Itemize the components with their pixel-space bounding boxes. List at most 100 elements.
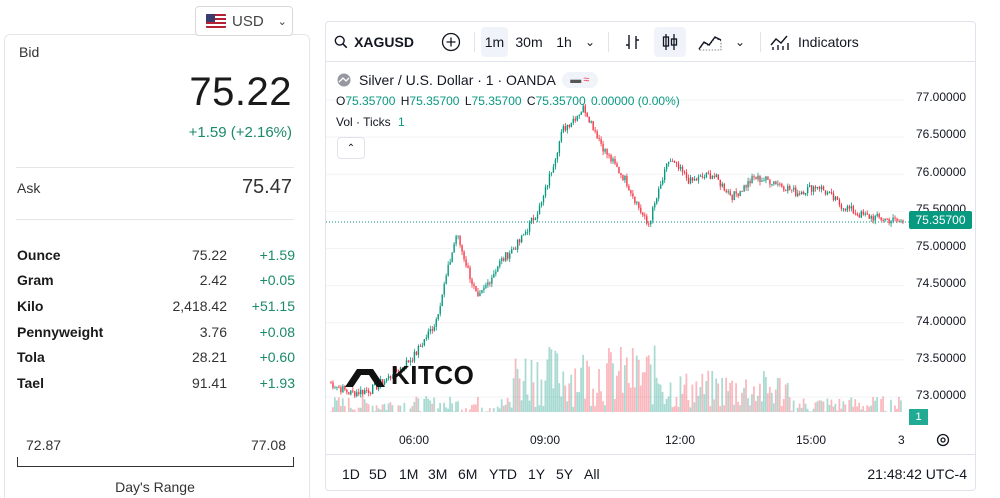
volume-bar xyxy=(377,408,380,412)
range-all[interactable]: All xyxy=(584,466,600,482)
candle-body xyxy=(403,367,406,369)
candle-body xyxy=(375,383,378,390)
candle-body xyxy=(489,282,491,284)
candle-body xyxy=(604,149,606,152)
volume-bar xyxy=(840,408,843,412)
candle-body xyxy=(348,392,350,395)
candle-body xyxy=(562,126,565,132)
candle-body xyxy=(435,319,437,327)
candle-body xyxy=(505,252,507,261)
volume-bar xyxy=(759,383,761,412)
candle-body xyxy=(401,367,404,369)
range-1d[interactable]: 1D xyxy=(342,466,360,482)
candles-chart-type-button[interactable] xyxy=(654,27,686,57)
market-status-pill[interactable]: ▬ ≈ xyxy=(561,72,598,88)
volume-bar xyxy=(735,383,737,412)
volume-bar xyxy=(522,380,525,412)
compare-symbol-button[interactable] xyxy=(436,27,466,57)
candle-body xyxy=(580,112,582,115)
volume-bar xyxy=(713,399,716,412)
indicators-button[interactable]: Indicators xyxy=(770,27,870,57)
volume-bar xyxy=(657,383,660,412)
candle-body xyxy=(336,386,338,388)
candle-body xyxy=(652,207,654,221)
candle-body xyxy=(644,215,646,217)
volume-bar xyxy=(576,392,579,412)
candle-body xyxy=(791,189,793,191)
candle-body xyxy=(405,360,408,368)
currency-select[interactable]: USD ⌄ xyxy=(195,6,293,36)
y-tick-label: 74.00000 xyxy=(916,314,967,328)
bid-change: +1.59 (+2.16%) xyxy=(188,124,292,141)
volume-bar xyxy=(681,393,684,412)
volume-bar xyxy=(484,411,487,412)
candle-body xyxy=(638,202,640,208)
candle-body xyxy=(358,392,360,395)
candle-body xyxy=(731,195,733,201)
collapse-legend-button[interactable]: ⌃ xyxy=(337,137,365,159)
interval-1h[interactable]: 1h xyxy=(556,34,572,50)
symbol-search[interactable]: XAGUSD xyxy=(334,27,414,57)
range-ytd[interactable]: YTD xyxy=(489,466,517,482)
bar-chart-type-button[interactable] xyxy=(618,27,648,57)
candle-body xyxy=(459,235,461,246)
candle-body xyxy=(818,186,821,190)
volume-bar xyxy=(558,383,561,412)
volume-bar xyxy=(351,409,354,412)
unit-change: +0.60 xyxy=(259,349,295,366)
candle-body xyxy=(737,193,739,197)
candle-body xyxy=(338,386,340,388)
toolbar-divider xyxy=(608,32,609,52)
price-chart[interactable] xyxy=(326,22,976,412)
unit-row-tael: Tael 91.41 +1.93 xyxy=(17,370,295,396)
candle-body xyxy=(393,368,396,378)
candle-body xyxy=(749,181,751,184)
candle-body xyxy=(687,178,690,184)
volume-bar xyxy=(864,410,867,412)
candle-body xyxy=(596,131,598,139)
candle-body xyxy=(761,180,763,182)
candle-body xyxy=(630,190,632,194)
range-3m[interactable]: 3M xyxy=(428,466,448,482)
ask-value: 75.47 xyxy=(241,176,292,198)
volume-bar xyxy=(812,408,815,412)
candle-body xyxy=(509,253,511,259)
interval-30m[interactable]: 30m xyxy=(515,34,543,50)
volume-label: Vol · Ticks xyxy=(336,115,391,129)
y-tick-label: 76.00000 xyxy=(916,165,967,179)
chart-clock[interactable]: 21:48:42 UTC-4 xyxy=(867,466,967,482)
candle-body xyxy=(574,118,576,121)
volume-bar xyxy=(532,382,535,412)
candle-body xyxy=(475,286,477,292)
range-5d[interactable]: 5D xyxy=(369,466,387,482)
range-1y[interactable]: 1Y xyxy=(528,466,546,482)
candlestick-icon xyxy=(662,34,678,50)
volume-bar xyxy=(755,400,757,412)
volume-bar xyxy=(766,393,769,412)
candle-body xyxy=(572,118,574,123)
volume-bar xyxy=(880,399,882,412)
range-6m[interactable]: 6M xyxy=(458,466,478,482)
volume-bar xyxy=(371,405,374,412)
candle-body xyxy=(449,262,451,265)
interval-dropdown-chevron-icon[interactable]: ⌄ xyxy=(584,35,596,49)
silver-logo-icon xyxy=(337,73,351,87)
volume-bar xyxy=(520,400,523,412)
candle-body xyxy=(370,392,372,394)
volume-bar xyxy=(331,407,334,412)
volume-bar xyxy=(465,408,467,412)
interval-1m[interactable]: 1m xyxy=(481,27,508,57)
settings-gear-icon[interactable] xyxy=(935,432,951,448)
area-chart-type-button[interactable] xyxy=(694,27,726,57)
area-chart-icon xyxy=(698,36,722,51)
wave-icon: ≈ xyxy=(583,74,590,86)
volume-bar xyxy=(894,405,896,412)
candle-body xyxy=(334,387,336,389)
volume-bar xyxy=(570,374,573,412)
range-1m[interactable]: 1M xyxy=(399,466,419,482)
candle-body xyxy=(544,187,547,196)
chart-type-dropdown-chevron-icon[interactable]: ⌄ xyxy=(734,35,746,49)
range-5y[interactable]: 5Y xyxy=(556,466,574,482)
volume-bar xyxy=(691,384,694,412)
volume-bar xyxy=(349,407,352,412)
